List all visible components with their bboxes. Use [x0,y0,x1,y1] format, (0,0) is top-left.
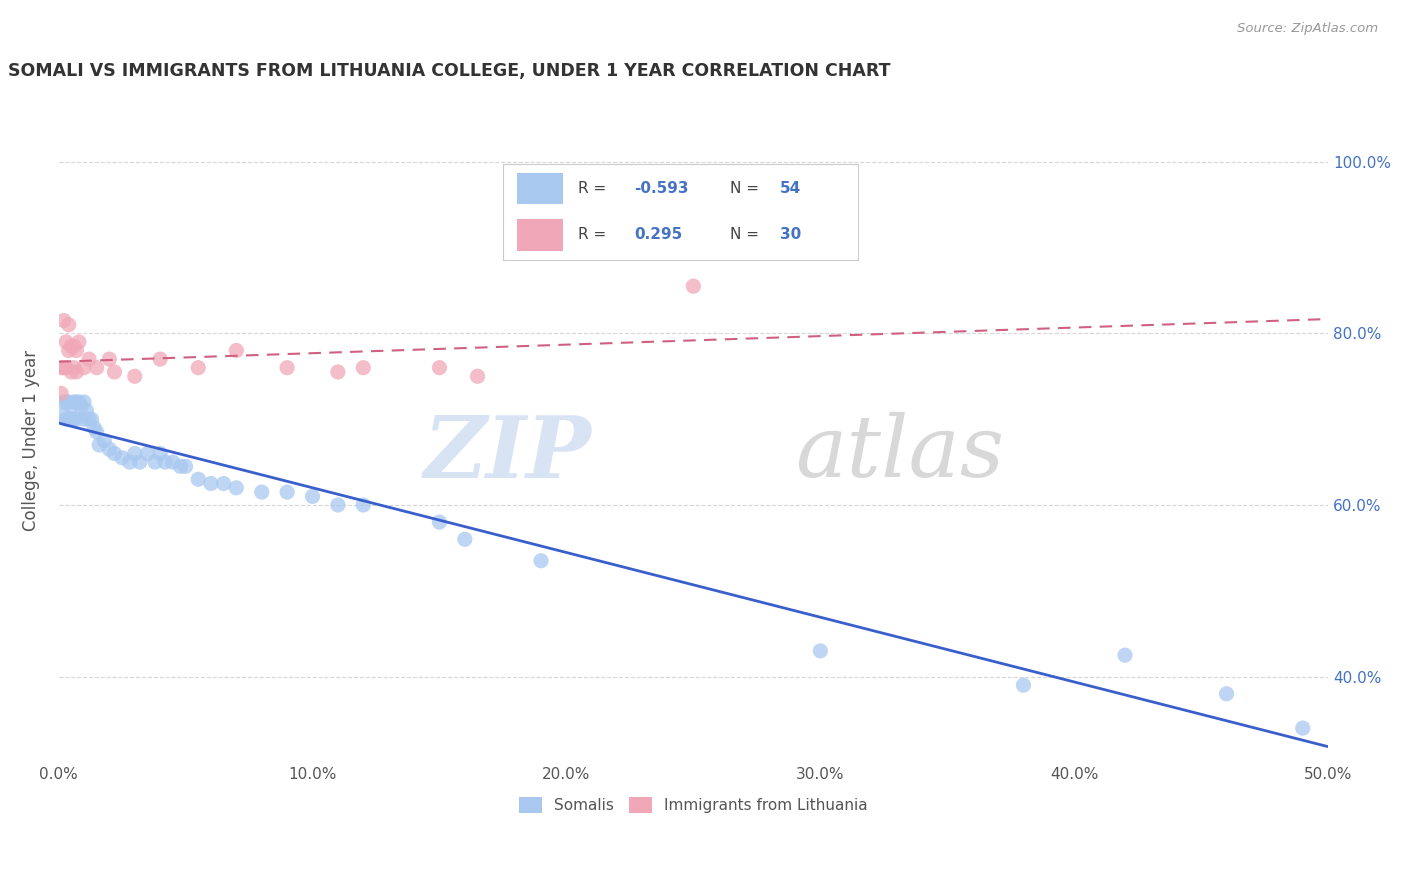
Point [276,360,298,375]
Point [187,472,209,486]
Point [429,360,451,375]
Point [89,438,111,452]
Point [225,481,247,495]
Point [60,339,83,353]
Point [49,360,72,375]
Y-axis label: College, Under 1 year: College, Under 1 year [22,350,39,531]
Point [530,554,553,568]
Point [250,485,273,500]
Point [1292,721,1315,735]
Point [276,485,298,500]
Point [200,476,222,491]
Point [58,343,80,358]
Point [136,446,159,460]
Point [429,515,451,529]
Point [1114,648,1136,662]
Point [682,279,704,293]
Point [86,425,108,439]
Point [80,412,103,426]
Point [55,334,77,349]
Point [454,533,477,547]
Point [169,459,191,474]
Point [187,360,209,375]
Point [808,644,831,658]
Legend: Somalis, Immigrants from Lithuania: Somalis, Immigrants from Lithuania [513,791,875,819]
Point [67,334,90,349]
Point [225,343,247,358]
Point [63,412,86,426]
Point [63,339,86,353]
Point [63,360,86,375]
Point [143,455,166,469]
Point [155,455,177,469]
Point [77,412,100,426]
Point [52,408,75,422]
Point [55,395,77,409]
Text: ZIP: ZIP [425,412,592,495]
Point [149,446,172,460]
Point [65,395,87,409]
Point [73,395,96,409]
Point [111,450,134,465]
Point [58,395,80,409]
Point [124,369,146,384]
Point [128,455,150,469]
Point [86,360,108,375]
Point [352,360,374,375]
Point [65,412,87,426]
Point [55,360,77,375]
Point [70,399,93,413]
Point [52,395,75,409]
Point [124,446,146,460]
Point [326,365,349,379]
Point [162,455,184,469]
Point [93,434,115,448]
Point [301,490,323,504]
Point [65,343,87,358]
Point [98,352,121,367]
Point [83,421,105,435]
Point [98,442,121,457]
Point [1215,687,1237,701]
Point [103,446,125,460]
Point [103,365,125,379]
Text: atlas: atlas [794,412,1004,495]
Point [55,412,77,426]
Point [52,360,75,375]
Text: SOMALI VS IMMIGRANTS FROM LITHUANIA COLLEGE, UNDER 1 YEAR CORRELATION CHART: SOMALI VS IMMIGRANTS FROM LITHUANIA COLL… [8,62,890,80]
Point [63,395,86,409]
Point [326,498,349,512]
Point [149,352,172,367]
Point [118,455,141,469]
Point [1012,678,1035,692]
Point [174,459,197,474]
Point [467,369,489,384]
Point [58,412,80,426]
Point [60,365,83,379]
Text: Source: ZipAtlas.com: Source: ZipAtlas.com [1237,22,1378,36]
Point [67,395,90,409]
Point [60,412,83,426]
Point [212,476,235,491]
Point [52,313,75,327]
Point [49,386,72,401]
Point [73,360,96,375]
Point [65,365,87,379]
Point [76,403,98,417]
Point [73,412,96,426]
Point [77,352,100,367]
Point [58,318,80,332]
Point [352,498,374,512]
Point [60,399,83,413]
